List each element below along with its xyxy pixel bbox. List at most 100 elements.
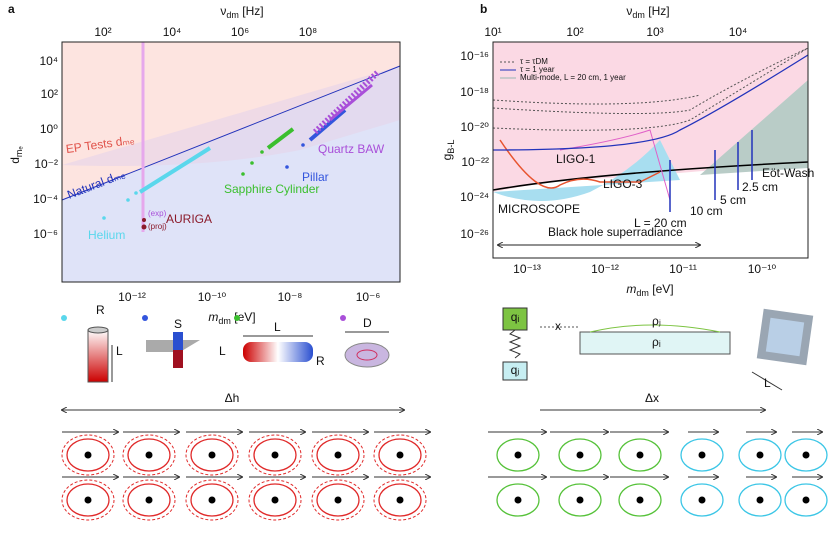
mass [145, 451, 153, 459]
ellipse [66, 438, 110, 472]
ellipse [496, 438, 540, 472]
tick-label: 10² [94, 25, 111, 39]
ellipse [190, 438, 234, 472]
ellipse-outer [373, 434, 427, 476]
tick-label: 10¹ [484, 25, 501, 39]
ellipse [316, 438, 360, 472]
legend-entry: τ = 1 year [520, 65, 555, 74]
tick-label: 10⁻¹² [118, 290, 146, 304]
ellipse-outer [122, 434, 176, 476]
mass [802, 496, 810, 504]
tick-label: 10⁶ [231, 25, 249, 39]
ellipse [378, 483, 422, 517]
axis-symbol: m [626, 282, 636, 296]
ellipse-outer [185, 479, 239, 521]
schematic-a-labels: R L S L L R D [96, 303, 372, 368]
axis-sub: dm [632, 10, 645, 20]
tick-label: 10⁻¹⁰ [198, 290, 227, 304]
label: qᵢ [511, 310, 520, 324]
ellipse [618, 483, 662, 517]
axis-unit: [eV] [649, 282, 674, 296]
ellipse [558, 483, 602, 517]
tick-label: 10² [566, 25, 583, 39]
annotation: Black hole superradiance [548, 225, 683, 239]
tick-label: 10⁻⁸ [278, 290, 303, 304]
mass [802, 451, 810, 459]
annotation: LIGO-3 [603, 177, 643, 191]
mass [576, 451, 584, 459]
axis-sub: B-L [446, 140, 456, 154]
annotation: 2.5 cm [742, 180, 778, 194]
ellipse [66, 483, 110, 517]
mass [636, 496, 644, 504]
axis-sub: dm [218, 316, 231, 326]
axis-sub: dm [636, 288, 649, 298]
axis-unit: [Hz] [645, 4, 670, 18]
label: L [116, 344, 123, 358]
axis-symbol: ν [220, 4, 226, 18]
tick-label: 10⁴ [163, 25, 182, 39]
annotation: Eöt-Wash [762, 166, 814, 180]
tick-label: 10⁻²⁰ [461, 120, 490, 134]
annotation: Helium [88, 228, 125, 242]
tick-label: 10² [41, 87, 58, 101]
mass [334, 451, 342, 459]
mass [208, 496, 216, 504]
ellipse-outer [185, 434, 239, 476]
tick-label: 10⁻² [34, 157, 58, 171]
tick-label: 10⁴ [729, 25, 748, 39]
tick-label: 10⁻²⁶ [460, 227, 489, 241]
ellipse [618, 438, 662, 472]
ellipse-outer [311, 434, 365, 476]
mass [84, 496, 92, 504]
mass [396, 451, 404, 459]
schematic-a [61, 315, 390, 383]
ellipse [784, 483, 828, 517]
annotation: 10 cm [690, 204, 723, 218]
ellipse [253, 483, 297, 517]
ellipse [378, 438, 422, 472]
tick-label: 10⁻⁴ [33, 192, 58, 206]
ellipse [253, 438, 297, 472]
ellipse [316, 483, 360, 517]
mass [514, 496, 522, 504]
annotation: Quartz BAW [318, 142, 385, 156]
mass [698, 496, 706, 504]
label: ρⱼ [652, 314, 661, 328]
ellipse [496, 483, 540, 517]
annotation: (proj) [148, 222, 167, 231]
label: D [363, 316, 372, 330]
ellipse [127, 483, 171, 517]
axis-symbol: g [440, 154, 454, 161]
annotation: 5 cm [720, 193, 746, 207]
axis-title: νdm [Hz] [220, 4, 263, 20]
ellipse [784, 438, 828, 472]
axis-title: mdm [eV] [626, 282, 673, 298]
ellipse [738, 438, 782, 472]
tick-label: 10⁴ [39, 54, 58, 68]
tick-label: 10⁻¹¹ [669, 262, 697, 276]
ellipse-outer [373, 479, 427, 521]
axis-symbol: d [8, 157, 22, 164]
annotation: MICROSCOPE [498, 202, 580, 216]
annotation: (exp) [148, 209, 167, 218]
schematic-b-labels: qᵢ qⱼ x ρⱼ ρᵢ L [511, 310, 771, 390]
label: qⱼ [511, 363, 520, 377]
ellipse [680, 483, 724, 517]
tick-label: 10⁻¹² [591, 262, 619, 276]
annotation: Sapphire Cylinder [224, 182, 319, 196]
axis-title: gB-L [440, 140, 456, 161]
mass [145, 496, 153, 504]
ellipse-outer [61, 434, 115, 476]
mass [271, 496, 279, 504]
annotation: LIGO-1 [556, 152, 596, 166]
mass [84, 451, 92, 459]
axis-symbol: ν [626, 4, 632, 18]
mass [698, 451, 706, 459]
label: L [219, 344, 226, 358]
tick-label: 10⁻²² [461, 155, 489, 169]
mass [396, 496, 404, 504]
ellipse [680, 438, 724, 472]
mass [756, 496, 764, 504]
